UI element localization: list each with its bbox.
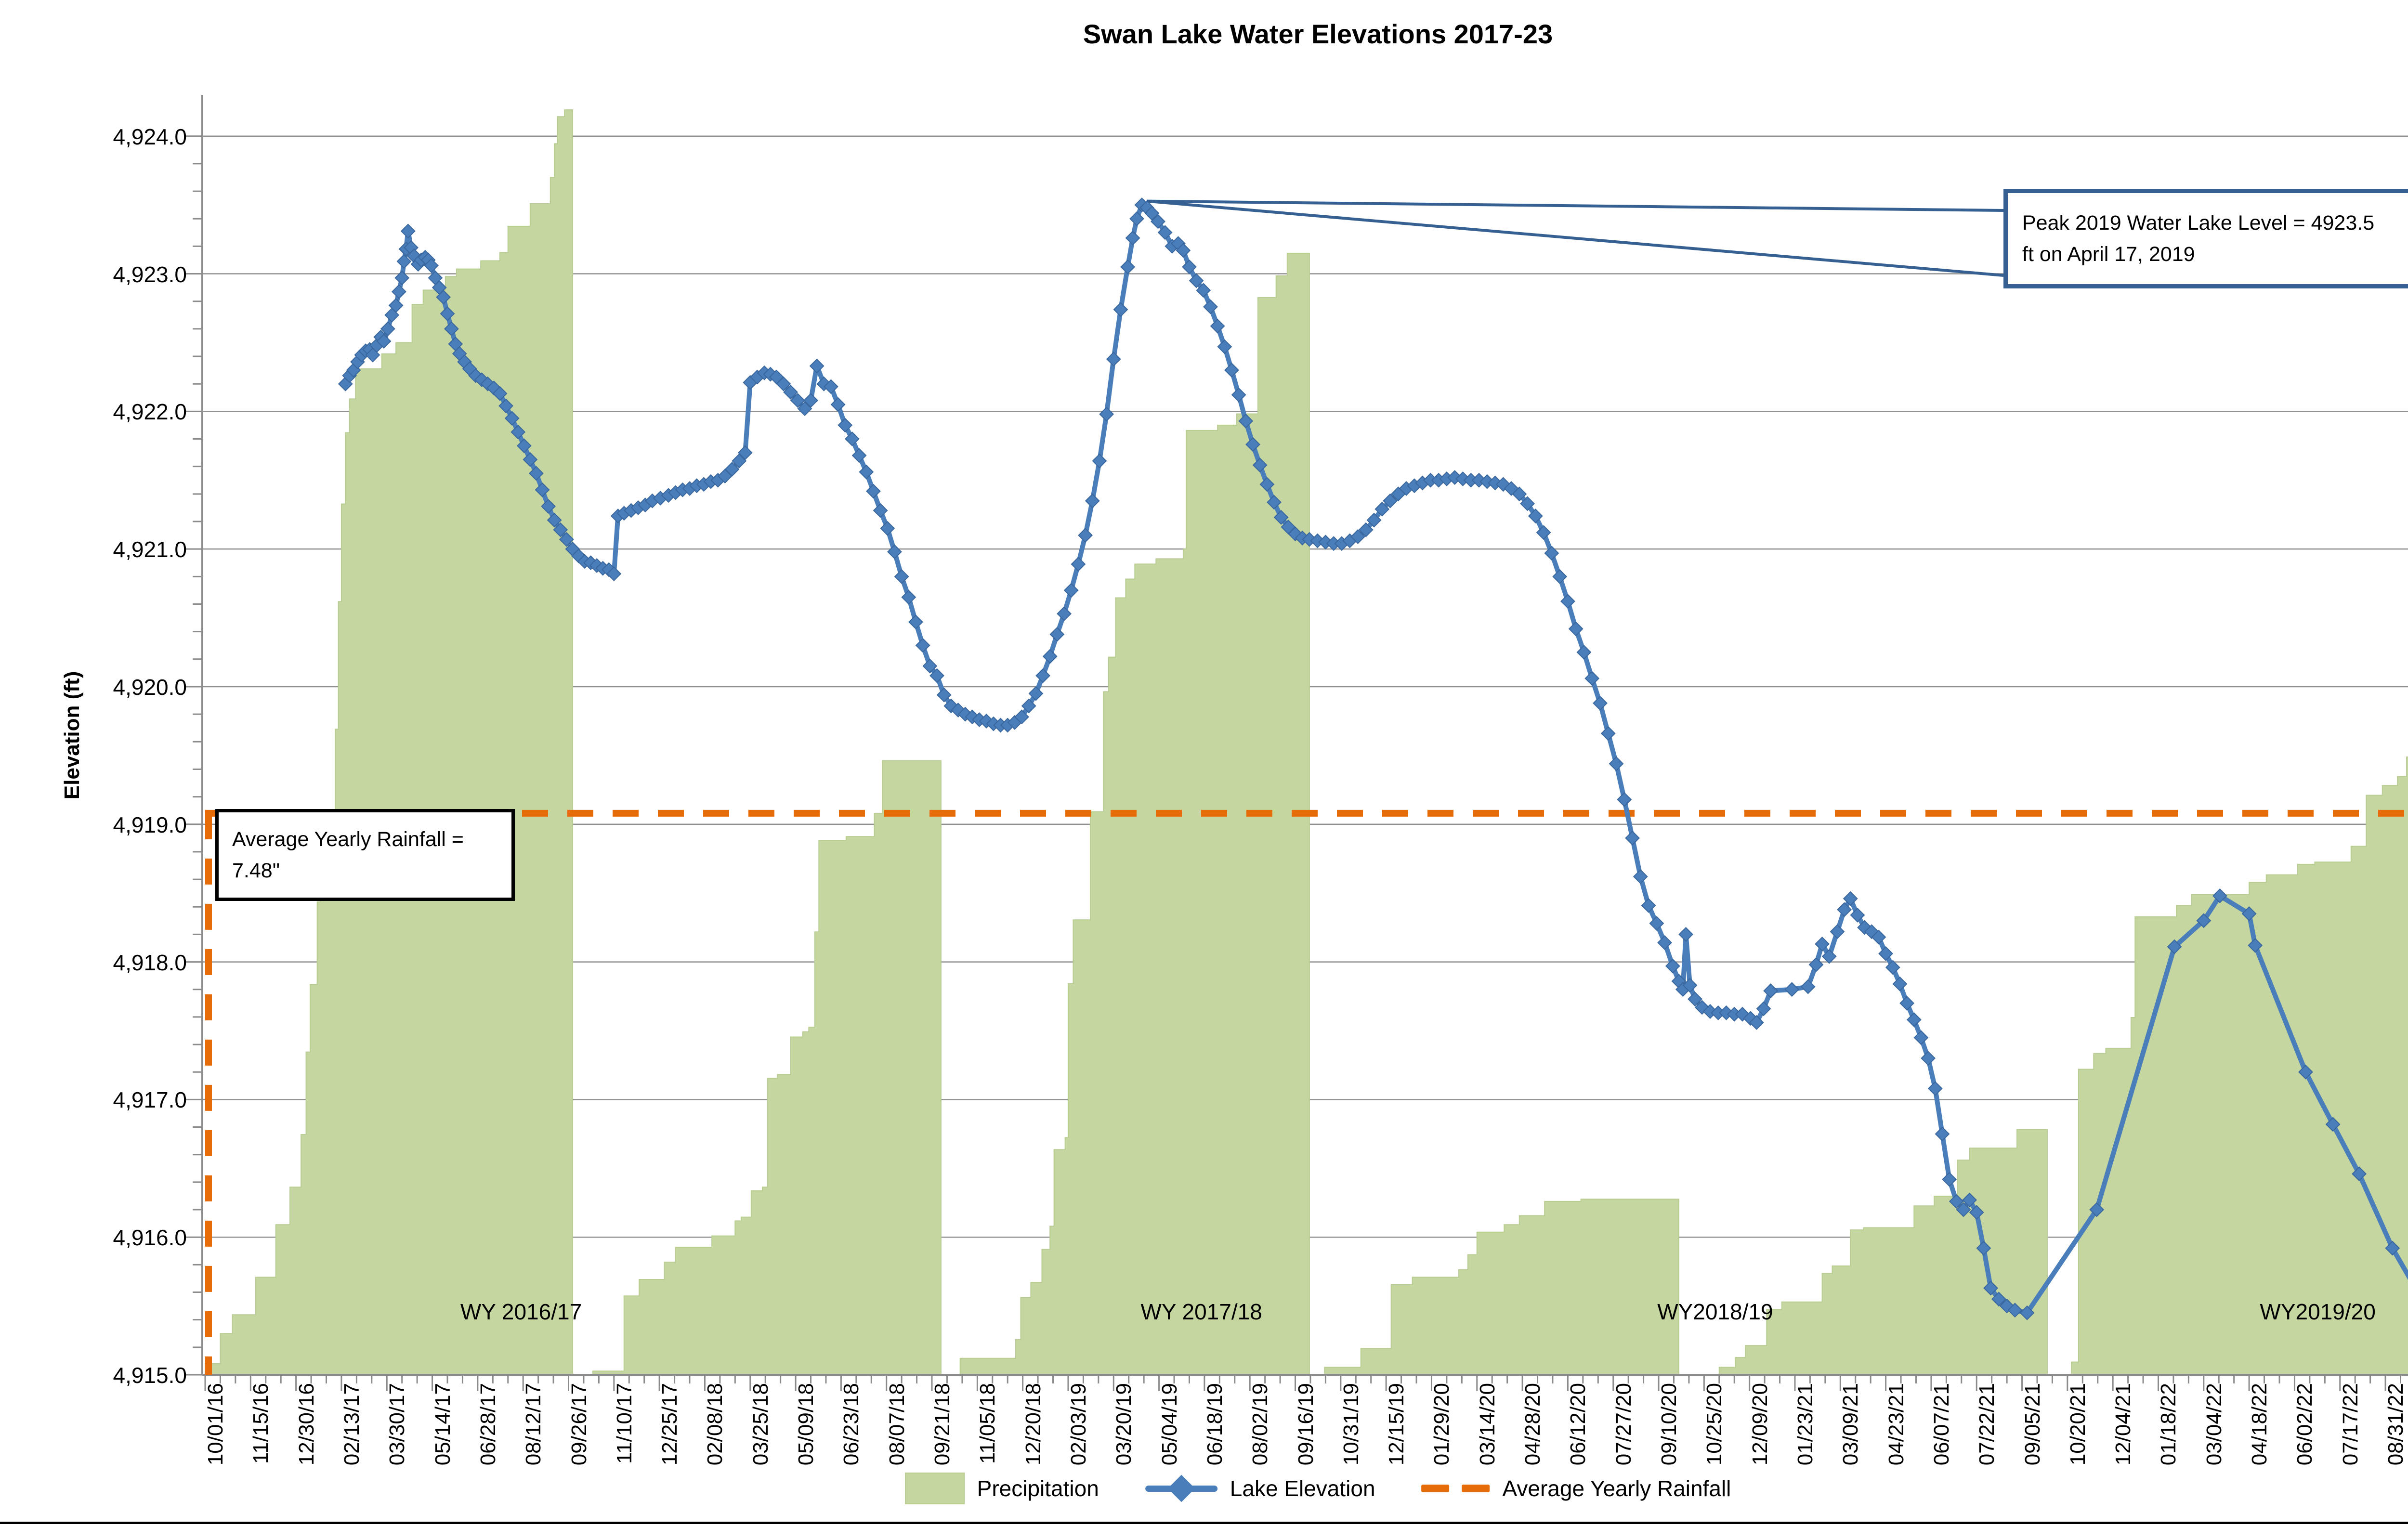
x-tick-label: 01/18/22 bbox=[2157, 1383, 2181, 1466]
x-tick-label: 06/28/17 bbox=[476, 1383, 500, 1466]
x-tick-label: 10/31/19 bbox=[1339, 1383, 1363, 1466]
gridlines bbox=[202, 135, 2408, 1376]
axes bbox=[185, 95, 2408, 1391]
x-tick-label: 06/12/20 bbox=[1566, 1383, 1590, 1466]
x-tick-label: 09/21/18 bbox=[930, 1383, 955, 1466]
x-tick-label: 10/20/21 bbox=[2066, 1383, 2090, 1466]
left-axis-title: Elevation (ft) bbox=[60, 671, 84, 800]
x-tick-label: 11/10/17 bbox=[612, 1383, 636, 1464]
x-tick-label: 10/25/20 bbox=[1702, 1383, 1727, 1466]
peak-annotation-line1: Peak 2019 Water Lake Level = 4923.5 bbox=[2022, 211, 2375, 235]
x-tick-label: 07/17/22 bbox=[2338, 1383, 2362, 1466]
water-year-label: WY2018/19 bbox=[1657, 1299, 1773, 1324]
x-tick-label: 09/05/21 bbox=[2020, 1383, 2044, 1466]
water-year-label: WY 2016/17 bbox=[460, 1299, 582, 1324]
legend-item-average-rainfall: Average Yearly Rainfall bbox=[1421, 1475, 1731, 1501]
precipitation-area-WY2021/22 bbox=[2071, 756, 2408, 1375]
legend-average-rainfall-label: Average Yearly Rainfall bbox=[1502, 1476, 1731, 1501]
average-annotation-line1: Average Yearly Rainfall = bbox=[232, 828, 464, 851]
left-tick-label: 4,918.0 bbox=[113, 950, 187, 975]
left-tick-label: 4,923.0 bbox=[113, 261, 187, 287]
x-tick-label: 12/30/16 bbox=[294, 1383, 318, 1466]
average-rainfall-line bbox=[205, 809, 2408, 1375]
x-tick-label: 07/27/20 bbox=[1611, 1383, 1636, 1466]
x-tick-label: 04/28/20 bbox=[1521, 1383, 1545, 1466]
x-tick-label: 09/10/20 bbox=[1657, 1383, 1681, 1466]
x-tick-label: 08/12/17 bbox=[522, 1383, 546, 1466]
x-tick-label: 05/04/19 bbox=[1157, 1383, 1181, 1466]
legend-precipitation-label: Precipitation bbox=[977, 1476, 1099, 1501]
x-tick-label: 12/20/18 bbox=[1021, 1383, 1045, 1466]
x-tick-label: 12/15/19 bbox=[1385, 1383, 1409, 1466]
average-annotation-line2: 7.48" bbox=[232, 859, 280, 882]
x-tick-label: 09/16/19 bbox=[1294, 1383, 1318, 1466]
x-tick-label: 03/09/21 bbox=[1839, 1383, 1863, 1466]
x-tick-label: 06/02/22 bbox=[2293, 1383, 2317, 1466]
x-tick-label: 06/23/18 bbox=[839, 1383, 864, 1466]
lake-elevation-markers bbox=[338, 197, 2400, 1320]
left-tick-label: 4,919.0 bbox=[113, 812, 187, 837]
precipitation-area-WY2020/21 bbox=[1718, 1129, 2048, 1375]
average-rainfall-swatch-icon bbox=[1421, 1485, 1490, 1492]
peak-annotation-box: Peak 2019 Water Lake Level = 4923.5 ft o… bbox=[2003, 189, 2408, 288]
left-tick-label: 4,920.0 bbox=[113, 674, 187, 700]
peak-callout-lines bbox=[1146, 199, 2004, 277]
left-tick-label: 4,921.0 bbox=[113, 537, 187, 562]
left-tick-label: 4,916.0 bbox=[113, 1225, 187, 1251]
legend: Precipitation Lake Elevation Average Yea… bbox=[904, 1473, 1731, 1504]
precipitation-area-WY2017/18 bbox=[592, 760, 942, 1375]
legend-lake-elevation-label: Lake Elevation bbox=[1230, 1476, 1375, 1501]
water-year-label: WY2019/20 bbox=[2260, 1299, 2376, 1324]
lake-elevation-swatch-icon bbox=[1145, 1474, 1217, 1502]
x-tick-label: 05/14/17 bbox=[431, 1383, 455, 1466]
x-tick-label: 02/13/17 bbox=[340, 1383, 364, 1466]
x-tick-label: 07/22/21 bbox=[1975, 1383, 1999, 1466]
x-tick-label: 02/08/18 bbox=[703, 1383, 727, 1466]
x-tick-label: 04/23/21 bbox=[1884, 1383, 1908, 1466]
bottom-border-line bbox=[0, 1522, 2408, 1524]
peak-annotation-line2: ft on April 17, 2019 bbox=[2022, 242, 2195, 266]
legend-item-lake-elevation: Lake Elevation bbox=[1145, 1474, 1375, 1502]
water-year-label: WY 2017/18 bbox=[1140, 1299, 1262, 1324]
precipitation-area-WY2016/17 bbox=[205, 109, 573, 1375]
average-annotation-box: Average Yearly Rainfall = 7.48" bbox=[215, 809, 515, 901]
left-tick-label: 4,922.0 bbox=[113, 399, 187, 425]
x-tick-label: 01/23/21 bbox=[1793, 1383, 1817, 1466]
x-tick-label: 03/25/18 bbox=[748, 1383, 772, 1466]
x-tick-label: 11/05/18 bbox=[976, 1383, 1000, 1464]
precipitation-area-WY2019/20 bbox=[1324, 1199, 1679, 1375]
precipitation-area-series bbox=[205, 109, 2408, 1375]
left-tick-label: 4,924.0 bbox=[113, 124, 187, 149]
x-tick-label: 06/18/19 bbox=[1203, 1383, 1227, 1466]
x-tick-label: 03/30/17 bbox=[385, 1383, 409, 1466]
x-tick-label: 05/09/18 bbox=[794, 1383, 818, 1466]
legend-item-precipitation: Precipitation bbox=[904, 1473, 1099, 1504]
x-tick-label: 12/25/17 bbox=[658, 1383, 682, 1466]
x-tick-label: 06/07/21 bbox=[1929, 1383, 1953, 1466]
x-tick-label: 12/09/20 bbox=[1748, 1383, 1772, 1466]
x-tick-label: 11/15/16 bbox=[249, 1383, 273, 1464]
x-tick-label: 02/03/19 bbox=[1066, 1383, 1090, 1466]
x-tick-label: 08/02/19 bbox=[1248, 1383, 1272, 1466]
x-tick-label: 10/01/16 bbox=[204, 1383, 227, 1466]
x-tick-label: 08/07/18 bbox=[885, 1383, 909, 1466]
left-tick-label: 4,917.0 bbox=[113, 1087, 187, 1113]
x-tick-label: 12/04/21 bbox=[2111, 1383, 2135, 1466]
x-tick-label: 03/20/19 bbox=[1112, 1383, 1136, 1466]
chart-title: Swan Lake Water Elevations 2017-23 bbox=[1083, 19, 1553, 49]
x-tick-label: 09/26/17 bbox=[567, 1383, 591, 1466]
precipitation-swatch-icon bbox=[904, 1473, 965, 1504]
x-tick-label: 03/04/22 bbox=[2202, 1383, 2226, 1466]
x-tick-label: 04/18/22 bbox=[2248, 1383, 2272, 1466]
x-tick-label: 01/29/20 bbox=[1430, 1383, 1454, 1466]
x-tick-label: 08/31/22 bbox=[2384, 1383, 2408, 1466]
left-tick-label: 4,915.0 bbox=[113, 1363, 187, 1388]
x-tick-label: 03/14/20 bbox=[1475, 1383, 1499, 1466]
